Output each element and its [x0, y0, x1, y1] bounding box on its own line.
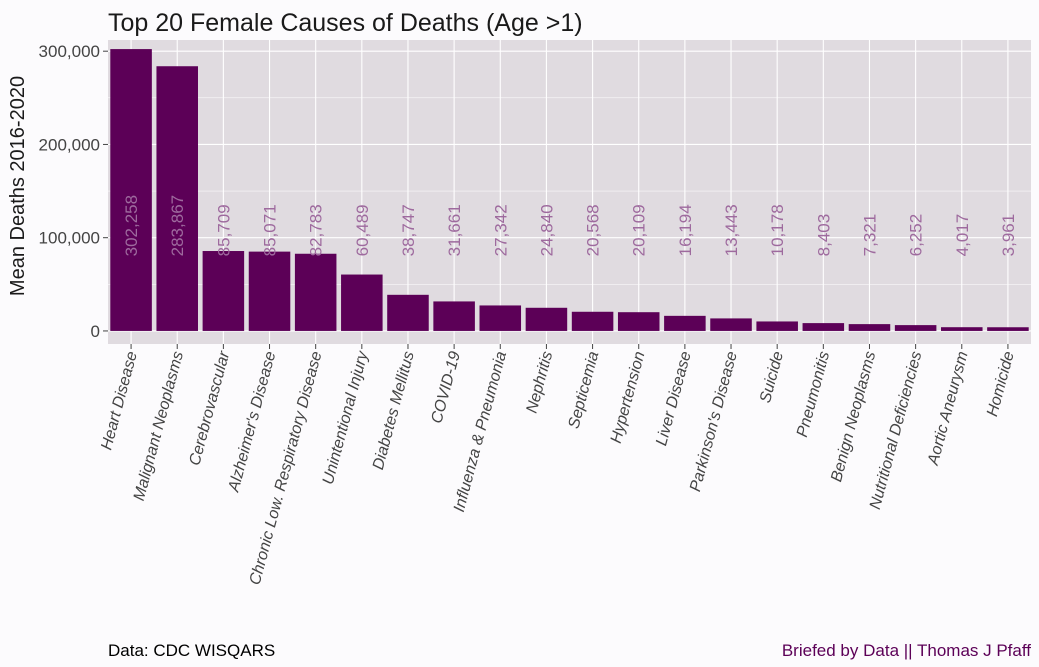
- data-label: 27,342: [491, 204, 510, 256]
- x-tick-label: Pneumonitis: [794, 350, 833, 439]
- x-tick-label: Nutritional Deficiencies: [867, 350, 926, 512]
- bar: [802, 323, 845, 331]
- x-tick-label: Parkinson's Disease: [687, 350, 741, 494]
- x-tick-label: Benign Neoplasms: [828, 350, 879, 484]
- x-tick-label: Aortic Aneurysm: [925, 350, 972, 468]
- x-tick-label: Nephritis: [524, 350, 557, 415]
- data-label: 31,661: [445, 204, 464, 256]
- data-label: 302,258: [122, 195, 141, 256]
- data-label: 85,709: [214, 204, 233, 256]
- plot-panel: [108, 40, 1031, 344]
- bar: [571, 311, 614, 331]
- x-tick-label: Influenza & Pneumonia: [451, 350, 510, 514]
- data-label: 3,961: [999, 214, 1018, 257]
- bar: [156, 66, 198, 331]
- x-tick-label: Cerebrovascular: [186, 349, 233, 467]
- x-tick-label: Unintentional Injury: [320, 349, 372, 487]
- x-tick-label: Malignant Neoplasms: [131, 350, 187, 503]
- bar: [894, 325, 937, 331]
- x-tick-label: COVID-19: [428, 350, 464, 426]
- x-tick-label: Diabetes Mellitus: [370, 350, 418, 472]
- panel-background: [108, 40, 1031, 344]
- y-tick-label: 200,000: [39, 135, 100, 154]
- bar: [248, 251, 291, 331]
- data-label: 16,194: [676, 204, 695, 256]
- bar: [664, 315, 706, 331]
- x-tick-label: Heart Disease: [98, 350, 141, 452]
- data-label: 10,178: [768, 204, 787, 256]
- x-tick-label: Suicide: [757, 350, 787, 405]
- data-label: 60,489: [353, 204, 372, 256]
- bars: [110, 49, 1029, 331]
- data-labels: 302,258 283,867 85,709 85,071 82,783 60,489 38…: [122, 195, 1018, 256]
- bar: [433, 301, 475, 331]
- source-caption: Data: CDC WISQARS: [108, 641, 275, 660]
- data-label: 24,840: [537, 204, 556, 256]
- y-axis-label: Mean Deaths 2016-2020: [7, 76, 29, 296]
- x-tick-label: Alzheimer's Disease: [225, 350, 279, 495]
- bar: [617, 312, 660, 331]
- bar: [202, 251, 245, 331]
- data-label: 38,747: [399, 204, 418, 256]
- data-label: 4,017: [953, 214, 972, 257]
- bar: [987, 327, 1029, 331]
- x-tick-label: Hypertension: [608, 350, 649, 446]
- x-tick-label: Septicemia: [566, 350, 603, 431]
- y-tick-label: 300,000: [39, 42, 100, 61]
- gridlines: [108, 40, 1031, 344]
- data-label: 283,867: [168, 195, 187, 256]
- data-label: 82,783: [307, 204, 326, 256]
- bar: [294, 253, 337, 331]
- bar: [848, 324, 891, 331]
- chart-title: Top 20 Female Causes of Deaths (Age >1): [108, 9, 583, 37]
- y-axis: 0 100,000 200,000 300,000: [39, 42, 108, 341]
- bar: [756, 321, 798, 331]
- bar: [941, 327, 983, 331]
- y-tick-label: 0: [91, 322, 100, 341]
- bar: [479, 305, 522, 331]
- bar: [341, 274, 383, 331]
- data-label: 20,568: [584, 204, 603, 256]
- x-tick-label: Liver Disease: [653, 350, 695, 448]
- data-label: 85,071: [261, 204, 280, 256]
- credit-caption: Briefed by Data || Thomas J Pfaff: [782, 641, 1031, 660]
- bar: [110, 49, 152, 331]
- x-tick-label: Homicide: [984, 350, 1018, 419]
- data-label: 6,252: [907, 214, 926, 257]
- data-label: 7,321: [860, 214, 879, 257]
- bar: [387, 294, 429, 331]
- data-label: 8,403: [814, 214, 833, 257]
- y-tick-label: 100,000: [39, 229, 100, 248]
- bar: [710, 318, 752, 331]
- bar: [525, 307, 568, 331]
- data-label: 20,109: [630, 204, 649, 256]
- data-label: 13,443: [722, 204, 741, 256]
